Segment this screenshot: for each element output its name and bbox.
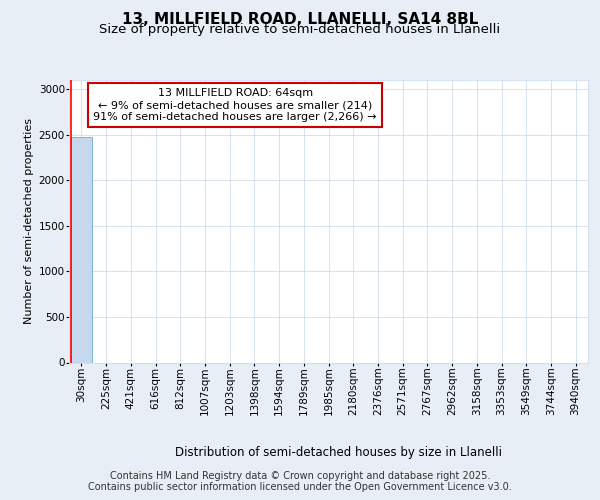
Text: Distribution of semi-detached houses by size in Llanelli: Distribution of semi-detached houses by …	[175, 446, 502, 459]
Text: 13 MILLFIELD ROAD: 64sqm
← 9% of semi-detached houses are smaller (214)
91% of s: 13 MILLFIELD ROAD: 64sqm ← 9% of semi-de…	[94, 88, 377, 122]
Text: Size of property relative to semi-detached houses in Llanelli: Size of property relative to semi-detach…	[100, 22, 500, 36]
Y-axis label: Number of semi-detached properties: Number of semi-detached properties	[25, 118, 34, 324]
Bar	[71, 136, 92, 362]
Text: Contains HM Land Registry data © Crown copyright and database right 2025.
Contai: Contains HM Land Registry data © Crown c…	[88, 471, 512, 492]
Text: 13, MILLFIELD ROAD, LLANELLI, SA14 8BL: 13, MILLFIELD ROAD, LLANELLI, SA14 8BL	[122, 12, 478, 28]
